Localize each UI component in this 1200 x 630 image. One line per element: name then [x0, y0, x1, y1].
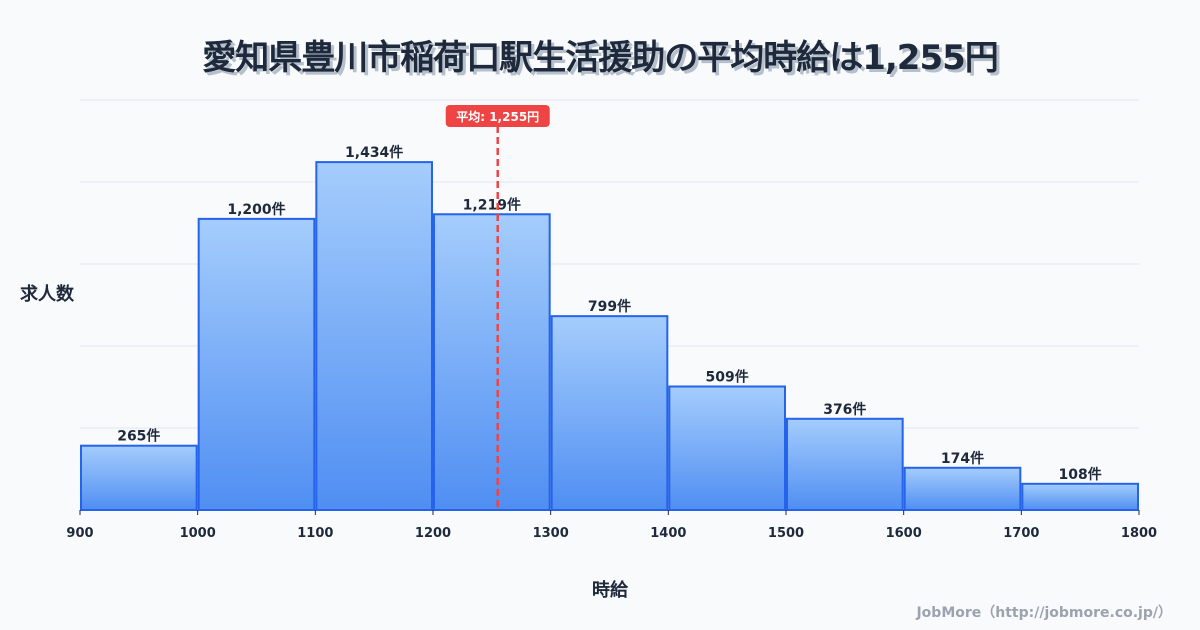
x-tick-label: 1300	[533, 526, 569, 541]
x-tick-label: 1500	[768, 526, 804, 541]
chart-title: 愛知県豊川市稲荷口駅生活援助の平均時給は1,255円	[202, 38, 999, 78]
x-tick-label: 1100	[297, 526, 333, 541]
bar-value-label: 799件	[588, 298, 631, 315]
histogram-bar	[1021, 482, 1139, 512]
histogram-bar	[668, 385, 786, 512]
histogram-bar	[315, 161, 434, 511]
bar-value-label: 108件	[1059, 466, 1102, 483]
histogram-bar	[550, 315, 669, 511]
histogram-bar	[903, 466, 1022, 512]
x-tick-label: 1400	[650, 526, 686, 541]
credit-text: JobMore（http://jobmore.co.jp/）	[916, 605, 1172, 621]
bar-value-label: 376件	[823, 401, 866, 418]
bar-value-label: 1,434件	[345, 144, 403, 161]
histogram-bar	[786, 417, 904, 511]
histogram-bar	[80, 444, 198, 511]
x-tick-label: 900	[66, 526, 93, 541]
mean-badge	[445, 105, 550, 127]
x-tick-label: 1600	[886, 526, 922, 541]
bar-value-label: 1,219件	[463, 196, 521, 213]
x-axis-label: 時給	[592, 580, 628, 601]
histogram-bar	[433, 213, 551, 511]
mean-label: 平均: 1,255円	[456, 109, 539, 124]
bar-value-label: 1,200件	[227, 201, 285, 218]
x-tick-label: 1000	[180, 526, 216, 541]
x-tick-label: 1200	[415, 526, 451, 541]
bar-value-label: 265件	[117, 428, 160, 445]
x-tick-label: 1800	[1121, 526, 1157, 541]
x-tick-label: 1700	[1003, 526, 1039, 541]
y-axis-label: 求人数	[20, 284, 74, 305]
histogram-bar	[197, 217, 316, 511]
bar-value-label: 174件	[941, 450, 984, 467]
bar-value-label: 509件	[706, 369, 749, 386]
